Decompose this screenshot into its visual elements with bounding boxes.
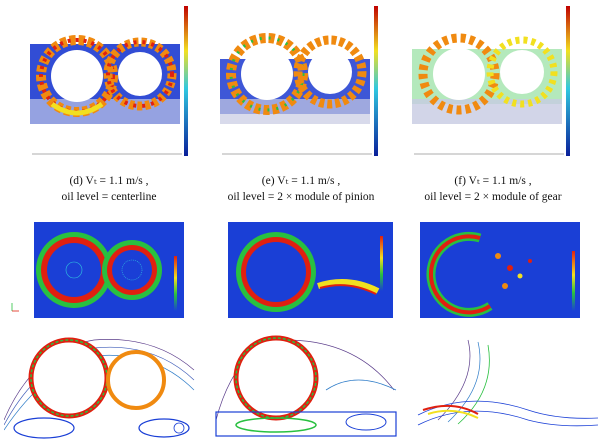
caption-f-line1: (f) Vₜ = 1.1 m/s , bbox=[454, 175, 532, 187]
figure-bottom-center bbox=[206, 330, 404, 442]
caption-e-line2: oil level = 2 × module of pinion bbox=[227, 191, 375, 203]
figure-top-middle bbox=[212, 4, 392, 166]
caption-e-line1: (e) Vₜ = 1.1 m/s , bbox=[261, 175, 341, 187]
figure-middle-center bbox=[208, 216, 398, 326]
figure-bottom-left bbox=[4, 330, 202, 442]
caption-d: (d) Vₜ = 1.1 m/s , oil level = centerlin… bbox=[14, 173, 204, 205]
figure-middle-left bbox=[4, 216, 194, 326]
caption-f: (f) Vₜ = 1.1 m/s , oil level = 2 × modul… bbox=[398, 173, 588, 205]
caption-e: (e) Vₜ = 1.1 m/s , oil level = 2 × modul… bbox=[206, 173, 396, 205]
caption-d-line1: (d) Vₜ = 1.1 m/s , bbox=[69, 175, 149, 187]
figure-bottom-right bbox=[408, 330, 602, 442]
figure-middle-right bbox=[410, 216, 590, 326]
axis-triad-icon bbox=[11, 303, 19, 312]
caption-f-line2: oil level = 2 × module of gear bbox=[424, 191, 562, 203]
caption-d-line2: oil level = centerline bbox=[61, 191, 157, 203]
figure-top-right bbox=[404, 4, 584, 166]
figure-top-left bbox=[22, 4, 202, 166]
